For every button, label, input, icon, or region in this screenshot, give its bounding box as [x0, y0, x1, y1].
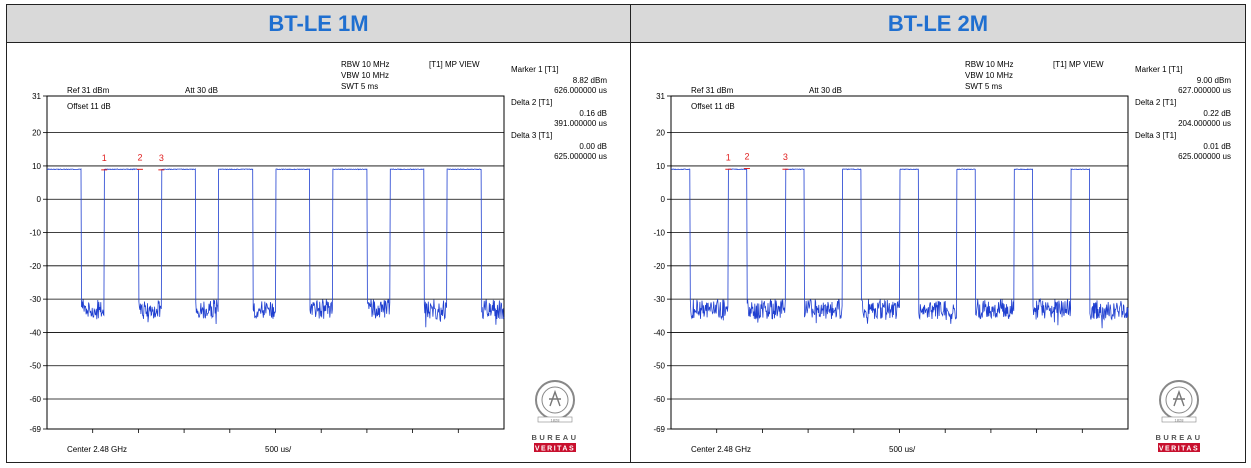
seal-inner	[541, 386, 569, 414]
logo-text-veritas: VERITAS	[1159, 446, 1199, 453]
logo-text-bureau: BUREAU	[1155, 433, 1202, 442]
y-tick-label: -60	[29, 395, 41, 404]
marker-readout-time: 627.000000 us	[1178, 86, 1231, 95]
seal-year: 1828	[1175, 418, 1185, 423]
y-tick-label: -40	[653, 328, 665, 337]
y-tick-label: -40	[29, 328, 41, 337]
marker-readout-title: Marker 1 [T1]	[1135, 65, 1183, 74]
y-tick-label: 20	[32, 129, 41, 138]
trace-line	[670, 168, 1129, 329]
marker-readout-time: 625.000000 us	[1178, 152, 1231, 161]
panel-bt-le-2m: BT-LE 2M 31 20 10 0 -10 -20 -30 -40 -50 -60 -69 1 2 3…	[631, 5, 1245, 462]
offset-text: Offset 11 dB	[67, 102, 111, 111]
y-tick-label: 0	[37, 195, 42, 204]
logo-red-bar	[534, 443, 576, 452]
rbw-text: RBW 10 MHz	[341, 60, 389, 69]
seal-figure	[1173, 389, 1185, 407]
view-text: [T1] MP VIEW	[429, 60, 480, 69]
marker-readout-time: 626.000000 us	[554, 86, 607, 95]
bureau-veritas-logo: 1828 BUREAU VERITAS	[531, 380, 578, 453]
center-freq: Center 2.48 GHz	[691, 445, 751, 454]
y-tick-label: -30	[29, 295, 41, 304]
spectrum-svg: 31 20 10 0 -10 -20 -30 -40 -50 -60 -69 1 2 3 Ref 31 dB…	[29, 60, 608, 454]
span-per-div: 500 us/	[889, 445, 916, 454]
y-tick-label: -50	[29, 362, 41, 371]
swt-text: SWT 5 ms	[341, 82, 378, 91]
y-tick-label: -10	[653, 229, 665, 238]
spectrum-plot-2m: 31 20 10 0 -10 -20 -30 -40 -50 -60 -69 1 2 3 Ref 31 dB…	[631, 43, 1243, 468]
offset-text: Offset 11 dB	[691, 102, 735, 111]
report-table: BT-LE 1M 31 20 10 0 -10 -20 -30 -40 -50 -60 -69 1 2 3…	[6, 4, 1246, 463]
swt-text: SWT 5 ms	[965, 82, 1002, 91]
trace-line	[46, 168, 505, 328]
marker-readout-title: Delta 2 [T1]	[1135, 98, 1176, 107]
rbw-text: RBW 10 MHz	[965, 60, 1013, 69]
marker-readout-value: 0.16 dB	[579, 109, 607, 118]
marker-readout-title: Delta 3 [T1]	[1135, 131, 1176, 140]
marker-readout-value: 8.82 dBm	[573, 76, 608, 85]
vbw-text: VBW 10 MHz	[341, 71, 389, 80]
seal-figure	[549, 389, 561, 407]
spectrum-svg: 31 20 10 0 -10 -20 -30 -40 -50 -60 -69 1 2 3 Ref 31 dB…	[653, 60, 1232, 454]
panel-bt-le-1m: BT-LE 1M 31 20 10 0 -10 -20 -30 -40 -50 -60 -69 1 2 3…	[7, 5, 631, 462]
panel-title: BT-LE 2M	[887, 10, 989, 36]
y-tick-label: -30	[653, 295, 665, 304]
bureau-veritas-logo: 1828 BUREAU VERITAS	[1155, 380, 1202, 453]
center-freq: Center 2.48 GHz	[67, 445, 127, 454]
logo-text-veritas: VERITAS	[535, 446, 575, 453]
marker-readout-time: 391.000000 us	[554, 119, 607, 128]
y-tick-label: -50	[653, 362, 665, 371]
y-tick-label: 0	[661, 195, 666, 204]
view-text: [T1] MP VIEW	[1053, 60, 1104, 69]
y-tick-label: 31	[32, 92, 41, 101]
y-tick-label: -20	[653, 262, 665, 271]
marker-label: 1	[102, 153, 107, 163]
marker-readout-value: 0.00 dB	[579, 142, 607, 151]
y-tick-label: -69	[29, 425, 41, 434]
marker-readout-value: 0.01 dB	[1203, 142, 1231, 151]
spectrum-plot-1m: 31 20 10 0 -10 -20 -30 -40 -50 -60 -69 1 2 3 Ref 31 dB…	[7, 43, 629, 468]
y-tick-label: -60	[653, 395, 665, 404]
marker-readout-time: 204.000000 us	[1178, 119, 1231, 128]
seal-year: 1828	[551, 418, 561, 423]
attenuation: Att 30 dB	[809, 86, 842, 95]
vbw-text: VBW 10 MHz	[965, 71, 1013, 80]
panel-header: BT-LE 2M	[631, 5, 1245, 43]
marker-readout-title: Delta 3 [T1]	[511, 131, 552, 140]
marker-readout-time: 625.000000 us	[554, 152, 607, 161]
marker-label: 2	[744, 152, 749, 162]
marker-readout-title: Marker 1 [T1]	[511, 65, 559, 74]
logo-text-bureau: BUREAU	[531, 433, 578, 442]
marker-readout-title: Delta 2 [T1]	[511, 98, 552, 107]
span-per-div: 500 us/	[265, 445, 292, 454]
attenuation: Att 30 dB	[185, 86, 218, 95]
y-tick-label: -69	[653, 425, 665, 434]
seal-ribbon	[1161, 416, 1197, 423]
y-tick-label: 10	[656, 162, 665, 171]
seal-ribbon	[537, 416, 573, 423]
marker-label: 3	[159, 153, 164, 163]
seal-inner	[1165, 386, 1193, 414]
marker-label: 3	[783, 152, 788, 162]
marker-readout-value: 9.00 dBm	[1197, 76, 1232, 85]
y-tick-label: 31	[656, 92, 665, 101]
ref-level: Ref 31 dBm	[67, 86, 110, 95]
marker-label: 2	[137, 152, 142, 162]
panel-header: BT-LE 1M	[7, 5, 630, 43]
ref-level: Ref 31 dBm	[691, 86, 734, 95]
marker-label: 1	[726, 152, 731, 162]
y-tick-label: 20	[656, 129, 665, 138]
logo-red-bar	[1158, 443, 1200, 452]
panel-title: BT-LE 1M	[268, 10, 369, 36]
y-tick-label: -10	[29, 229, 41, 238]
y-tick-label: -20	[29, 262, 41, 271]
marker-readout-value: 0.22 dB	[1203, 109, 1231, 118]
y-tick-label: 10	[32, 162, 41, 171]
